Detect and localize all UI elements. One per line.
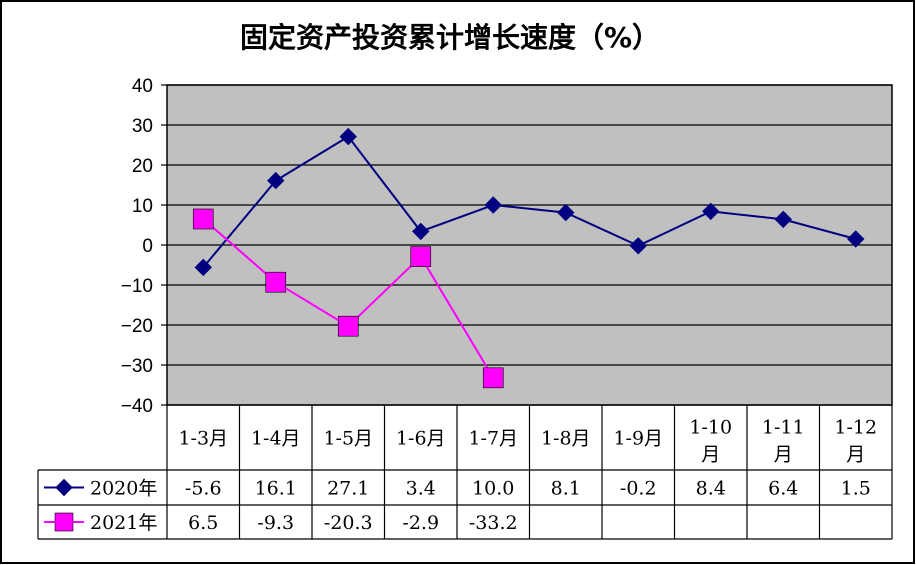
data-point-2020年 [412, 222, 430, 241]
y-tick-label: −30 [121, 356, 153, 377]
y-tick-label: 40 [132, 76, 153, 97]
table-value: 6.5 [188, 512, 218, 534]
legend-label-2020年: 2020年 [90, 478, 157, 500]
x-tick-label: 1-3月 [178, 428, 228, 450]
table-value: 1.5 [841, 478, 871, 500]
table-value: 10.0 [472, 478, 514, 500]
table-value: 3.4 [406, 478, 436, 500]
data-point-2020年 [629, 237, 647, 255]
data-point-2020年 [847, 230, 865, 248]
table-value: 8.1 [551, 478, 581, 500]
y-tick-label: 10 [132, 196, 153, 217]
y-tick-label: 20 [132, 156, 153, 177]
data-point-2020年 [194, 258, 212, 277]
y-tick-label: −20 [121, 316, 153, 337]
table-value: 27.1 [327, 478, 369, 500]
data-point-2020年 [774, 210, 792, 229]
x-tick-label: 1-6月 [396, 428, 446, 450]
table-value: -33.2 [469, 512, 518, 534]
data-point-2021年 [337, 315, 359, 337]
y-tick-label: 0 [142, 236, 153, 257]
table-value: 8.4 [696, 478, 726, 500]
x-tick-label: 1-12 月 [834, 417, 877, 466]
x-tick-label: 1-10 月 [689, 417, 732, 466]
data-point-2020年 [339, 127, 357, 146]
data-point-2021年 [482, 367, 504, 389]
y-tick-label: 30 [132, 116, 153, 137]
data-point-2020年 [557, 203, 575, 222]
data-point-2021年 [265, 271, 287, 293]
table-value: 16.1 [255, 478, 297, 500]
table-value: -2.9 [402, 512, 439, 534]
y-tick-label: −40 [121, 396, 153, 417]
data-point-2020年 [702, 202, 720, 221]
series-line-2020年 [202, 135, 857, 269]
legend-marker-2021年 [54, 512, 74, 532]
table-value: -9.3 [257, 512, 294, 534]
legend-label-2021年: 2021年 [90, 512, 157, 534]
x-tick-label: 1-4月 [251, 428, 301, 450]
data-point-2021年 [410, 246, 432, 267]
chart-title: 固定资产投资累计增长速度（%） [240, 21, 660, 54]
table-value: 6.4 [768, 478, 798, 500]
table-value: -20.3 [324, 512, 373, 534]
legend-marker-2020年 [55, 478, 73, 497]
table-value: -0.2 [620, 478, 657, 500]
x-tick-label: 1-8月 [541, 428, 591, 450]
data-point-2021年 [192, 208, 214, 230]
table-value: -5.6 [185, 478, 222, 500]
x-tick-label: 1-9月 [613, 428, 663, 450]
y-tick-label: −10 [121, 276, 153, 297]
x-tick-label: 1-11 月 [762, 417, 805, 466]
x-tick-label: 1-7月 [468, 428, 518, 450]
data-point-2020年 [267, 171, 285, 190]
x-tick-label: 1-5月 [323, 428, 373, 450]
data-point-2020年 [484, 196, 502, 214]
